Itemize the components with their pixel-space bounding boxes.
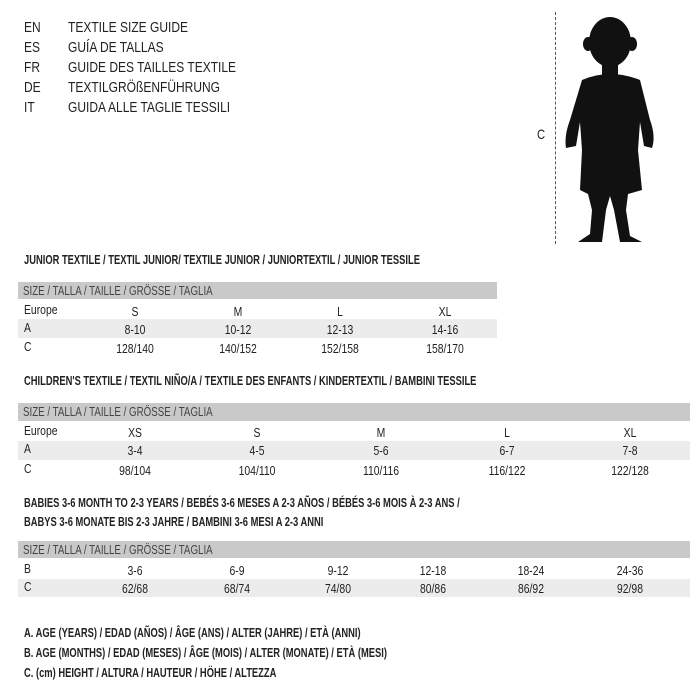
junior-cell: L xyxy=(337,304,343,319)
children-cell: 110/116 xyxy=(362,463,400,478)
junior-row-label-c: C xyxy=(24,339,32,354)
babies-row-label-b: B xyxy=(24,561,31,576)
babies-cell: 68/74 xyxy=(223,581,251,596)
children-section-title: CHILDREN'S TEXTILE / TEXTIL NIÑO/A / TEX… xyxy=(24,373,477,388)
children-cell: 5-6 xyxy=(373,443,389,458)
height-measure-line xyxy=(555,12,556,244)
children-row-a-shade xyxy=(18,441,690,460)
babies-cell: 86/92 xyxy=(517,581,545,596)
lang-code-en: EN xyxy=(24,19,41,36)
children-cell: 6-7 xyxy=(499,443,515,458)
children-cell: 116/122 xyxy=(488,463,526,478)
junior-cell: 8-10 xyxy=(124,322,146,337)
children-cell: L xyxy=(504,425,510,440)
junior-row-label-europe: Europe xyxy=(24,302,58,317)
junior-cell: M xyxy=(233,304,243,319)
babies-cell: 92/98 xyxy=(616,581,644,596)
junior-row-a-shade xyxy=(18,319,497,338)
header-title-fr: GUIDE DES TAILLES TEXTILE xyxy=(68,59,237,76)
header-title-de: TEXTILGRÖßENFÜHRUNG xyxy=(68,79,221,96)
children-size-header-bar xyxy=(18,403,690,421)
junior-cell: 140/152 xyxy=(219,341,257,356)
legend-b: B. AGE (MONTHS) / EDAD (MESES) / ÂGE (MO… xyxy=(24,645,387,660)
children-cell: 7-8 xyxy=(622,443,638,458)
babies-row-c-shade xyxy=(18,579,690,597)
junior-size-header-bar xyxy=(18,282,497,299)
babies-cell: 74/80 xyxy=(324,581,352,596)
babies-section-title-line2: BABYS 3-6 MONATE BIS 2-3 JAHRE / BAMBINI… xyxy=(24,514,324,529)
babies-cell: 24-36 xyxy=(616,563,644,578)
babies-cell: 80/86 xyxy=(419,581,447,596)
babies-row-label-c: C xyxy=(24,579,32,594)
children-cell: 122/128 xyxy=(611,463,649,478)
junior-cell: 152/158 xyxy=(321,341,359,356)
height-label: C xyxy=(537,126,546,142)
babies-section-title-line1: BABIES 3-6 MONTH TO 2-3 YEARS / BEBÉS 3-… xyxy=(24,495,460,510)
babies-cell: 3-6 xyxy=(127,563,143,578)
children-cell: 4-5 xyxy=(249,443,265,458)
junior-cell: 10-12 xyxy=(224,322,252,337)
junior-cell: 128/140 xyxy=(116,341,154,356)
babies-cell: 18-24 xyxy=(517,563,545,578)
junior-cell: XL xyxy=(438,304,452,319)
children-size-header-text: SIZE / TALLA / TAILLE / GRÖSSE / TAGLIA xyxy=(23,404,213,419)
junior-section-title: JUNIOR TEXTILE / TEXTIL JUNIOR/ TEXTILE … xyxy=(24,252,420,267)
lang-code-it: IT xyxy=(24,99,35,116)
header-title-es: GUÍA DE TALLAS xyxy=(68,39,164,56)
junior-cell: 14-16 xyxy=(431,322,459,337)
children-row-label-europe: Europe xyxy=(24,423,58,438)
header-title-it: GUIDA ALLE TAGLIE TESSILI xyxy=(68,99,231,116)
children-cell: 98/104 xyxy=(119,463,151,478)
junior-cell: 158/170 xyxy=(426,341,464,356)
children-cell: 3-4 xyxy=(127,443,143,458)
children-row-label-c: C xyxy=(24,461,32,476)
babies-size-header-bar xyxy=(18,541,690,558)
babies-cell: 12-18 xyxy=(419,563,447,578)
lang-code-es: ES xyxy=(24,39,41,56)
babies-cell: 62/68 xyxy=(121,581,149,596)
junior-size-header-text: SIZE / TALLA / TAILLE / GRÖSSE / TAGLIA xyxy=(23,283,213,298)
lang-code-fr: FR xyxy=(24,59,40,76)
junior-cell: S xyxy=(131,304,139,319)
legend-c: C. (cm) HEIGHT / ALTURA / HAUTEUR / HÖHE… xyxy=(24,665,277,680)
lang-code-de: DE xyxy=(24,79,41,96)
child-silhouette-icon xyxy=(565,17,654,242)
children-row-label-a: A xyxy=(24,441,31,456)
children-cell: XL xyxy=(623,425,637,440)
header-title-en: TEXTILE SIZE GUIDE xyxy=(68,19,189,36)
children-cell: M xyxy=(376,425,386,440)
legend-a: A. AGE (YEARS) / EDAD (AÑOS) / ÂGE (ANS)… xyxy=(24,625,361,640)
babies-cell: 9-12 xyxy=(327,563,349,578)
children-cell: XS xyxy=(128,425,142,440)
children-cell: 104/110 xyxy=(238,463,276,478)
children-cell: S xyxy=(253,425,261,440)
junior-row-label-a: A xyxy=(24,320,31,335)
babies-cell: 6-9 xyxy=(229,563,245,578)
babies-size-header-text: SIZE / TALLA / TAILLE / GRÖSSE / TAGLIA xyxy=(23,542,213,557)
junior-cell: 12-13 xyxy=(326,322,354,337)
